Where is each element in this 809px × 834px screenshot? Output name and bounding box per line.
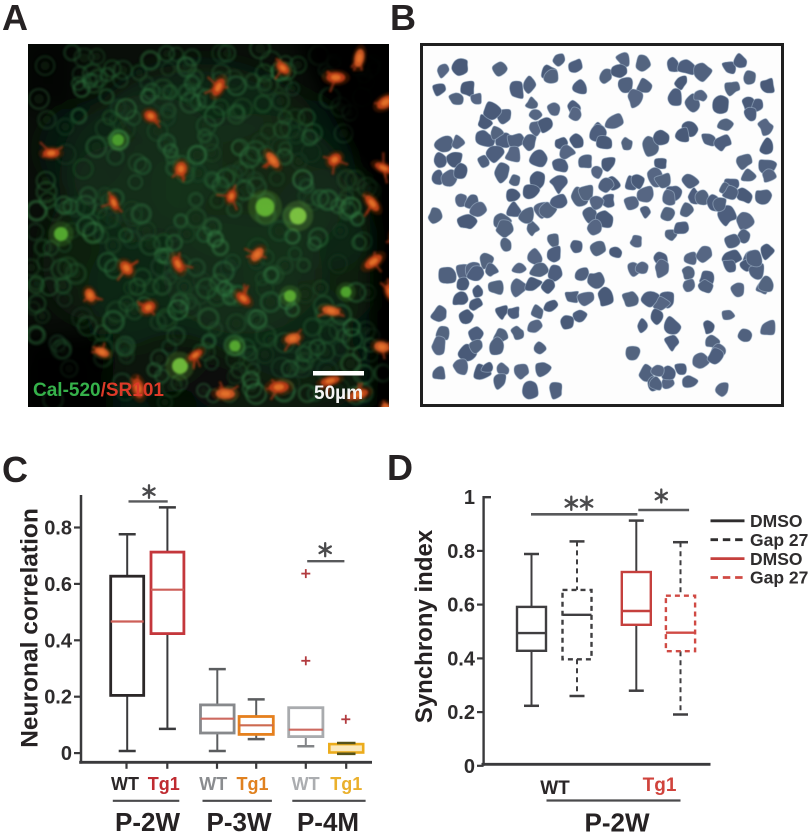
svg-text:Synchrony index: Synchrony index [411, 529, 438, 723]
svg-text:D: D [387, 447, 413, 488]
svg-text:0.8: 0.8 [44, 518, 72, 540]
svg-text:P-2W: P-2W [585, 808, 650, 834]
svg-text:DMSO: DMSO [750, 549, 803, 569]
svg-text:Tg1: Tg1 [148, 774, 180, 794]
svg-text:P-4M: P-4M [297, 807, 359, 834]
svg-text:0.2: 0.2 [44, 687, 72, 709]
svg-text:0.6: 0.6 [44, 574, 72, 596]
svg-text:Cal-520/SR101: Cal-520/SR101 [33, 380, 164, 401]
svg-text:50µm: 50µm [314, 383, 363, 404]
svg-text:0.8: 0.8 [447, 541, 475, 563]
svg-text:WT: WT [111, 774, 139, 794]
svg-text:Neuronal correlation: Neuronal correlation [17, 508, 44, 748]
svg-text:WT: WT [199, 774, 227, 794]
svg-text:B: B [390, 0, 416, 38]
svg-text:P-3W: P-3W [207, 807, 272, 834]
svg-text:0.6: 0.6 [447, 595, 475, 617]
svg-text:0.4: 0.4 [44, 630, 73, 652]
svg-text:0: 0 [61, 743, 72, 765]
svg-text:P-2W: P-2W [115, 807, 180, 834]
svg-text:0.4: 0.4 [447, 648, 476, 670]
svg-text:DMSO: DMSO [750, 511, 803, 531]
svg-text:C: C [2, 449, 28, 490]
svg-text:0: 0 [464, 756, 475, 778]
svg-text:1: 1 [464, 487, 475, 509]
svg-text:Tg1: Tg1 [330, 774, 362, 794]
svg-text:WT: WT [292, 774, 320, 794]
svg-text:Gap 27: Gap 27 [750, 568, 808, 588]
svg-text:Gap 27: Gap 27 [750, 530, 808, 550]
svg-text:Tg1: Tg1 [643, 775, 677, 796]
svg-text:Tg1: Tg1 [236, 774, 268, 794]
svg-text:WT: WT [540, 778, 570, 799]
svg-text:A: A [2, 0, 28, 38]
svg-text:0.2: 0.2 [447, 702, 475, 724]
